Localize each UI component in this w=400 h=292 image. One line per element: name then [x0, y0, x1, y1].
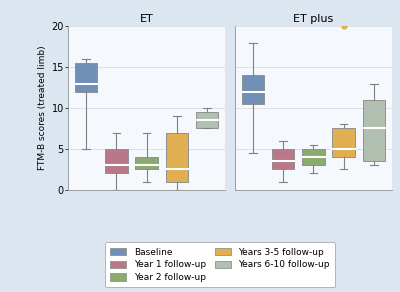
Y-axis label: FTM-B scores (treated limb): FTM-B scores (treated limb)	[38, 46, 47, 170]
Bar	[196, 112, 218, 128]
Bar	[242, 75, 264, 104]
Title: ET: ET	[140, 14, 154, 24]
Legend: Baseline, Year 1 follow-up, Year 2 follow-up, Years 3-5 follow-up, Years 6-10 fo: Baseline, Year 1 follow-up, Year 2 follo…	[105, 242, 335, 288]
Bar	[332, 128, 355, 157]
Bar	[302, 149, 325, 165]
Bar	[362, 100, 385, 161]
Bar	[135, 157, 158, 169]
Bar	[75, 63, 98, 92]
Bar	[166, 133, 188, 182]
Bar	[105, 149, 128, 173]
Title: ET plus: ET plus	[293, 14, 334, 24]
Bar	[272, 149, 294, 169]
